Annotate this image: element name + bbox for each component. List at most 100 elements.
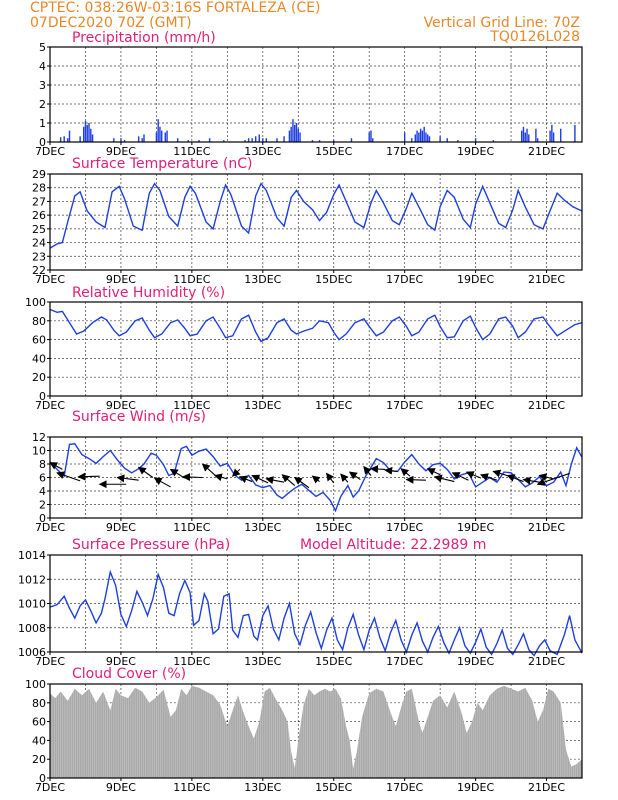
y-tick-label: 100 <box>25 678 46 691</box>
precip-bar <box>141 138 143 142</box>
x-tick-label: 7DEC <box>35 273 65 286</box>
x-tick-label: 15DEC <box>315 399 352 412</box>
y-tick-label: 60 <box>32 716 46 729</box>
precip-title: Precipitation (mm/h) <box>72 30 216 46</box>
y-tick-label: 22 <box>32 264 46 277</box>
cloud-title: Cloud Cover (%) <box>72 666 186 682</box>
y-tick-label: 60 <box>32 334 46 347</box>
precip-bar <box>120 138 122 142</box>
wind-vector <box>538 473 554 481</box>
precip-bar <box>90 128 92 142</box>
y-tick-label: 25 <box>32 223 46 236</box>
x-tick-label: 17DEC <box>386 273 423 286</box>
wind-vector <box>182 473 203 482</box>
y-tick-label: 1 <box>39 117 46 130</box>
y-tick-label: 40 <box>32 734 46 747</box>
precip-bar <box>254 136 257 142</box>
y-tick-label: 28 <box>32 182 46 195</box>
precip-bar <box>526 128 528 142</box>
precip-bar <box>164 132 166 142</box>
precip-bar <box>535 128 537 142</box>
y-tick-label: 80 <box>32 315 46 328</box>
humidity-title: Relative Humidity (%) <box>72 285 225 301</box>
y-tick-label: 2 <box>39 98 46 111</box>
precip-bar <box>368 132 370 142</box>
y-tick-label: 0 <box>39 390 46 403</box>
wind-vector <box>326 472 335 484</box>
precip-bar <box>403 132 406 142</box>
y-tick-label: 20 <box>32 371 46 384</box>
series-line <box>49 569 583 657</box>
x-tick-label: 15DEC <box>315 781 352 794</box>
precip-bar <box>439 136 441 142</box>
precipitation-panel: 0 1 2 3 4 5 7DEC 9DEC 11DEC 13DEC 15DEC 17DEC 19DEC 2… <box>35 41 583 158</box>
precip-bar <box>520 130 523 142</box>
precip-bar <box>419 128 422 142</box>
plot-frame <box>49 173 583 271</box>
precip-bar <box>536 138 539 142</box>
x-tick-label: 21DEC <box>528 399 565 412</box>
x-tick-label: 19DEC <box>457 273 494 286</box>
x-tick-label: 17DEC <box>386 399 423 412</box>
wind-vector <box>426 468 441 476</box>
wind-vector <box>231 468 241 477</box>
precip-bar <box>427 134 429 142</box>
wind-vector <box>433 474 455 483</box>
wind-vector <box>293 476 310 489</box>
precip-bar <box>157 119 159 142</box>
wind-vector <box>153 477 171 488</box>
x-tick-label: 9DEC <box>106 399 136 412</box>
precip-bar <box>88 123 90 142</box>
plot-frame <box>49 301 583 397</box>
precip-bar <box>295 123 298 142</box>
y-tick-label: 80 <box>32 697 46 710</box>
wind-vector <box>384 466 398 475</box>
y-tick-label: 24 <box>32 237 46 250</box>
x-tick-label: 13DEC <box>244 655 281 668</box>
x-tick-label: 7DEC <box>35 399 65 412</box>
precip-bar <box>67 138 69 142</box>
precip-bar <box>123 140 126 142</box>
wind-vector <box>77 472 100 481</box>
x-tick-label: 11DEC <box>173 521 210 534</box>
x-tick-label: 17DEC <box>386 781 423 794</box>
precip-bar <box>137 136 140 142</box>
x-tick-label: 19DEC <box>457 399 494 412</box>
wind-vector <box>522 476 540 485</box>
precip-bar <box>223 140 225 142</box>
x-tick-label: 9DEC <box>106 521 136 534</box>
x-tick-label: 13DEC <box>244 273 281 286</box>
y-tick-label: 1008 <box>18 622 46 635</box>
precip-bar <box>91 134 94 142</box>
precip-bar <box>86 124 88 142</box>
precip-bar <box>372 138 374 142</box>
wind-vector <box>251 474 269 484</box>
precip-bar <box>276 138 278 142</box>
wind-vector <box>56 471 81 482</box>
x-tick-label: 7DEC <box>35 655 65 668</box>
wind-vector <box>348 471 361 480</box>
x-tick-label: 11DEC <box>173 399 210 412</box>
precip-bar <box>446 138 448 142</box>
precip-bar <box>79 136 81 142</box>
x-tick-label: 11DEC <box>173 145 210 158</box>
precip-bar <box>522 126 525 142</box>
precip-bar <box>176 138 179 142</box>
precip-bar <box>63 136 65 142</box>
header-run-date: 07DEC2020 70Z (GMT) <box>30 15 192 31</box>
wind-vector <box>506 474 524 483</box>
wind-vector <box>116 474 139 483</box>
precip-bar <box>59 137 62 142</box>
precip-bar <box>560 128 562 142</box>
x-tick-label: 15DEC <box>315 145 352 158</box>
wind-vector <box>49 462 63 470</box>
y-tick-label: 1014 <box>18 549 46 562</box>
y-tick-label: 4 <box>39 60 46 73</box>
precip-bar <box>549 130 551 142</box>
x-tick-label: 9DEC <box>106 781 136 794</box>
x-tick-label: 13DEC <box>244 521 281 534</box>
x-tick-label: 15DEC <box>315 521 352 534</box>
y-tick-label: 8 <box>39 458 46 471</box>
y-tick-label: 1010 <box>18 598 46 611</box>
precip-bar <box>423 126 425 142</box>
